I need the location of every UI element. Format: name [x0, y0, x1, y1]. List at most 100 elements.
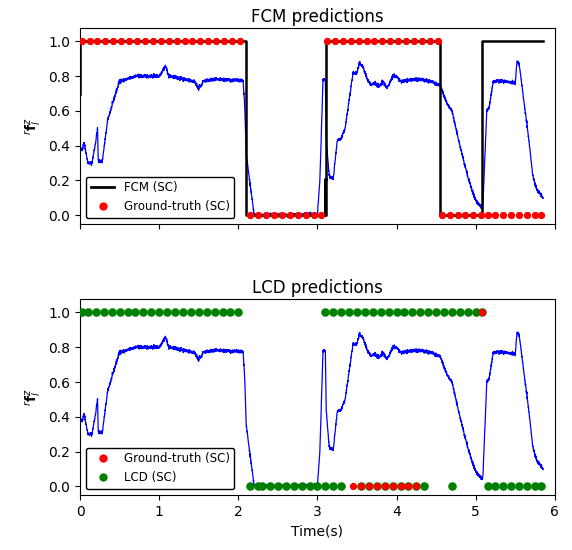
Point: [269, 211, 279, 219]
Point: [408, 308, 417, 317]
Point: [425, 37, 434, 46]
Point: [404, 482, 413, 491]
Point: [305, 482, 314, 491]
Point: [297, 482, 306, 491]
Point: [483, 211, 492, 219]
Point: [84, 308, 93, 317]
Point: [164, 37, 173, 46]
Point: [321, 308, 330, 317]
Point: [530, 482, 539, 491]
Point: [416, 308, 425, 317]
Point: [471, 308, 480, 317]
Point: [235, 37, 244, 46]
Point: [107, 308, 116, 317]
Point: [336, 308, 345, 317]
Point: [321, 482, 330, 491]
Point: [378, 37, 387, 46]
Point: [372, 482, 382, 491]
Point: [530, 211, 539, 219]
Point: [330, 37, 339, 46]
Point: [499, 211, 508, 219]
Point: [78, 308, 87, 317]
Title: LCD predictions: LCD predictions: [252, 279, 383, 297]
Point: [281, 482, 291, 491]
X-axis label: Time(s): Time(s): [292, 524, 343, 538]
Point: [261, 211, 271, 219]
Y-axis label: $^r\mathbf{f}_l^z$: $^r\mathbf{f}_l^z$: [23, 388, 43, 406]
Point: [439, 308, 448, 317]
Point: [196, 37, 205, 46]
Point: [162, 308, 172, 317]
Point: [478, 308, 487, 317]
Point: [202, 308, 211, 317]
Point: [329, 482, 338, 491]
Point: [220, 37, 229, 46]
Point: [172, 37, 181, 46]
Point: [356, 482, 366, 491]
Point: [469, 211, 478, 219]
Point: [396, 482, 405, 491]
Point: [156, 37, 165, 46]
Point: [364, 482, 374, 491]
Point: [412, 482, 421, 491]
Point: [329, 308, 338, 317]
Point: [360, 308, 370, 317]
Point: [346, 37, 355, 46]
Point: [356, 482, 366, 491]
Point: [364, 482, 374, 491]
Point: [336, 482, 345, 491]
Point: [491, 211, 500, 219]
Point: [418, 37, 427, 46]
Point: [445, 211, 454, 219]
Point: [85, 37, 94, 46]
Point: [344, 308, 353, 317]
Point: [178, 308, 188, 317]
Point: [257, 482, 267, 491]
Y-axis label: $^r\mathbf{f}_l^z$: $^r\mathbf{f}_l^z$: [23, 117, 43, 135]
Point: [536, 482, 545, 491]
Point: [317, 211, 326, 219]
Point: [188, 37, 197, 46]
Point: [478, 308, 487, 317]
Point: [368, 308, 378, 317]
Point: [100, 308, 109, 317]
Point: [376, 308, 386, 317]
Point: [301, 211, 310, 219]
Point: [131, 308, 140, 317]
Point: [523, 482, 532, 491]
Point: [354, 37, 363, 46]
Point: [253, 211, 263, 219]
Point: [293, 211, 302, 219]
Point: [92, 308, 101, 317]
Point: [515, 211, 524, 219]
Point: [433, 37, 442, 46]
Point: [309, 211, 318, 219]
Point: [194, 308, 204, 317]
Point: [515, 482, 524, 491]
Point: [396, 482, 405, 491]
Point: [226, 308, 235, 317]
Point: [370, 37, 379, 46]
Point: [447, 482, 456, 491]
Point: [412, 482, 421, 491]
Point: [277, 211, 287, 219]
Point: [285, 211, 295, 219]
Point: [352, 308, 362, 317]
Point: [507, 211, 516, 219]
Point: [431, 308, 440, 317]
Point: [463, 308, 472, 317]
Point: [476, 211, 486, 219]
Point: [424, 308, 433, 317]
Point: [170, 308, 180, 317]
Point: [400, 308, 409, 317]
Point: [410, 37, 419, 46]
Point: [536, 211, 545, 219]
Legend: FCM (SC), Ground-truth (SC): FCM (SC), Ground-truth (SC): [86, 177, 235, 218]
Point: [380, 482, 390, 491]
Point: [437, 211, 446, 219]
Point: [146, 308, 156, 317]
Point: [388, 482, 397, 491]
Point: [453, 211, 462, 219]
Point: [245, 211, 255, 219]
Point: [78, 37, 87, 46]
